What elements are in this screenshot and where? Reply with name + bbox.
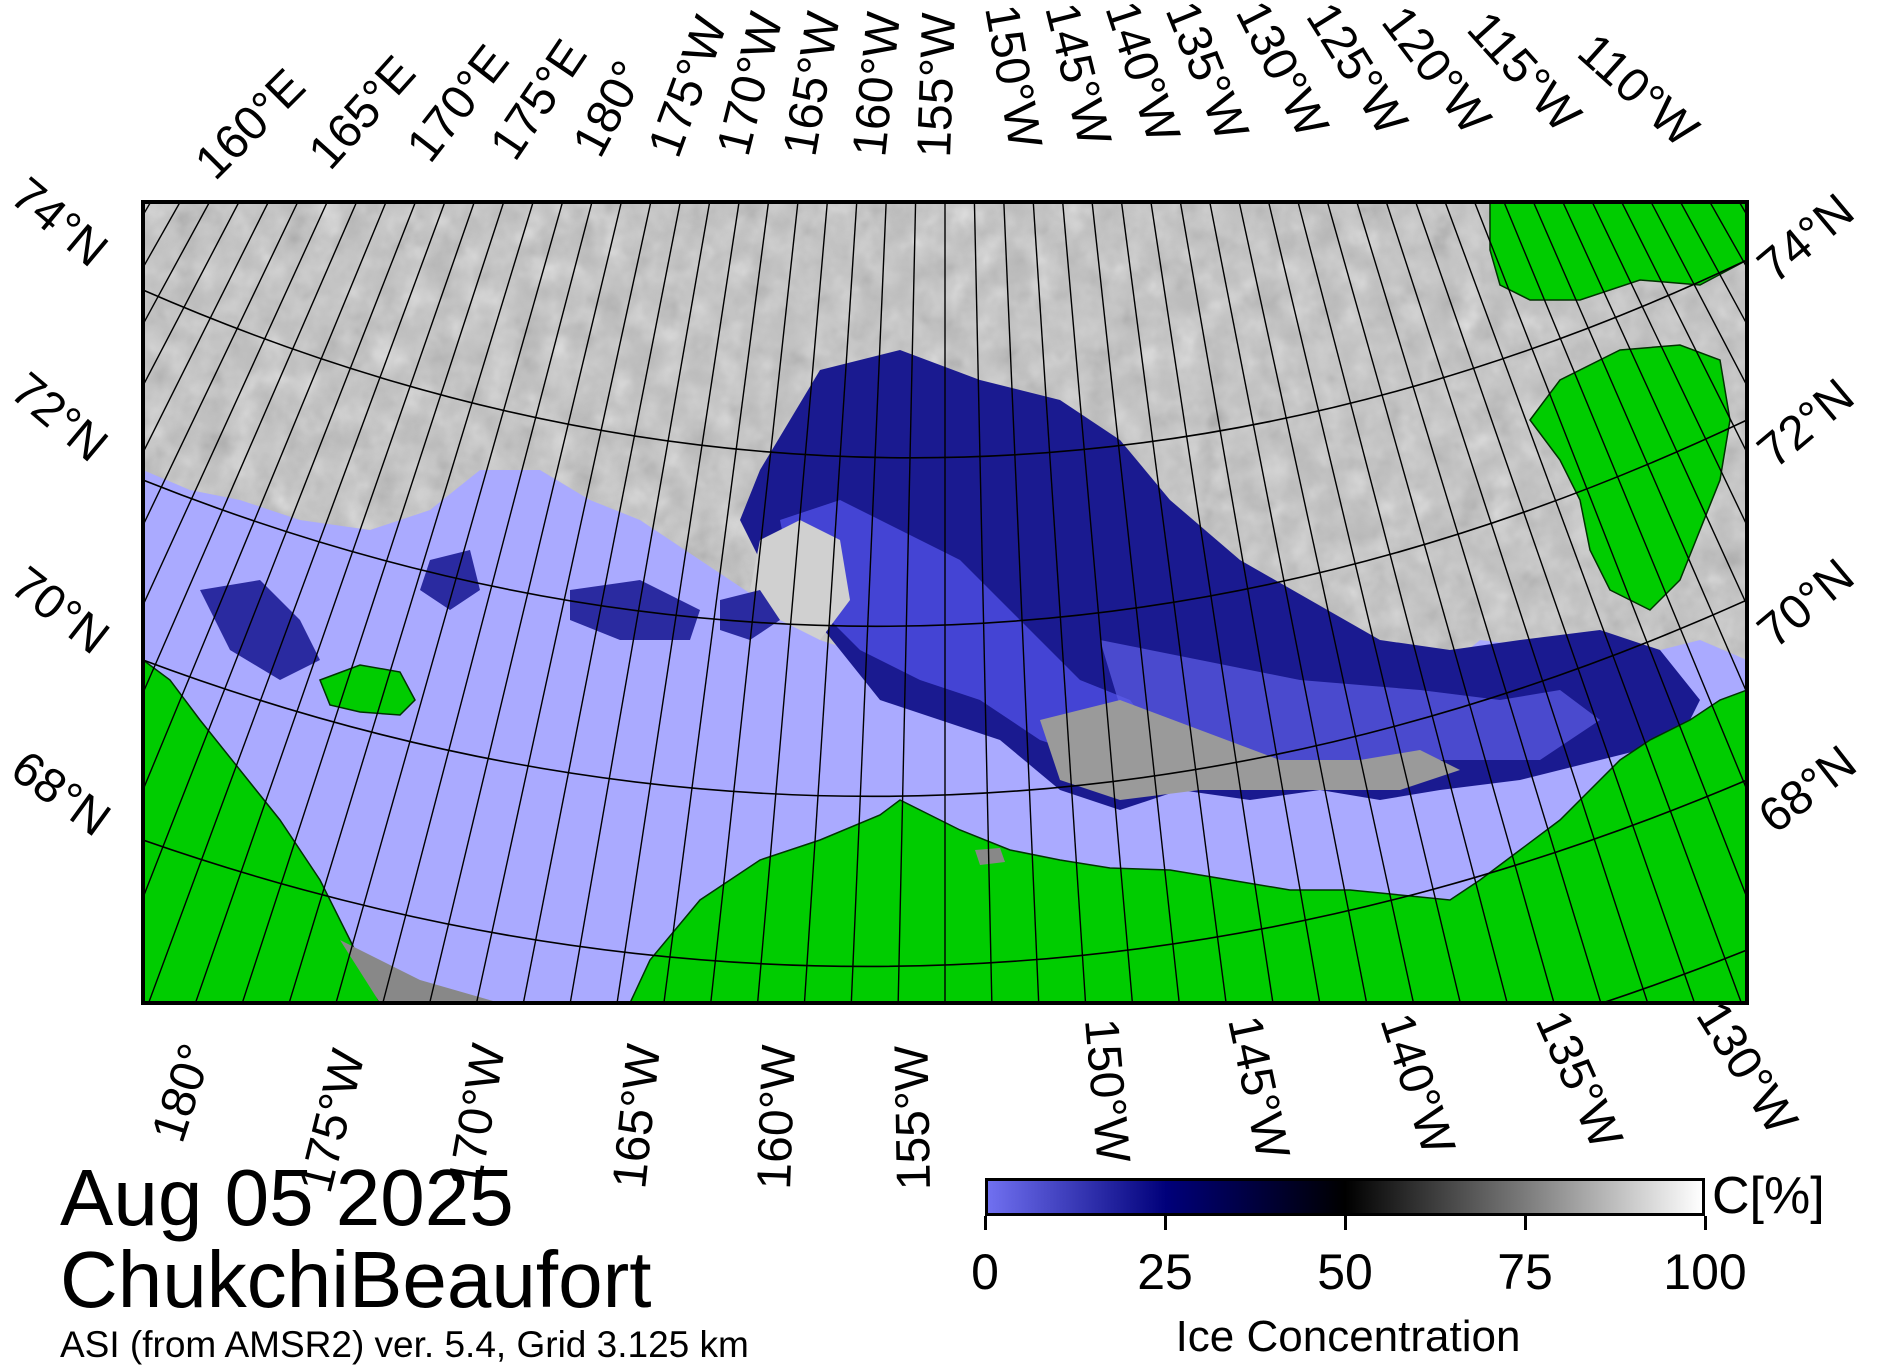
map-border xyxy=(141,200,1749,1005)
bottom-lon-label: 150°W xyxy=(1074,1016,1139,1165)
meridian-line xyxy=(1473,202,1747,900)
meridian-line xyxy=(143,202,299,527)
left-lat-label: 70°N xyxy=(1,557,118,665)
meridian-line xyxy=(143,202,358,695)
region-label: ChukchiBeaufort xyxy=(60,1235,652,1324)
left-lat-label: 72°N xyxy=(1,363,117,473)
no-data-region xyxy=(340,848,1005,1003)
meridian-line xyxy=(1620,202,1747,455)
meridian-line xyxy=(1444,202,1743,1003)
bottom-lon-label: 180° xyxy=(142,1038,223,1149)
top-lon-label: 160°E xyxy=(185,59,315,189)
meridian-line xyxy=(710,202,799,1003)
top-lon-label: 110°W xyxy=(1568,24,1709,158)
land xyxy=(143,202,1747,1003)
date-label: Aug 05 2025 xyxy=(60,1153,514,1242)
meridian-line xyxy=(143,202,328,607)
meridian-line xyxy=(335,202,564,1003)
meridian-line xyxy=(756,202,829,1003)
meridian-line xyxy=(973,202,993,1003)
top-lon-label: 155°W xyxy=(908,11,966,158)
meridian-line xyxy=(1356,202,1602,1003)
right-lat-label: 72°N xyxy=(1748,369,1864,479)
meridian-line xyxy=(1562,202,1747,607)
meridian-line xyxy=(1061,202,1134,1003)
meridian-line xyxy=(1032,202,1087,1003)
meridian-line xyxy=(1297,202,1508,1003)
colorbar-tick-label: 50 xyxy=(1317,1244,1373,1300)
top-longitude-labels: 160°E 165°E 170°E 175°E 180° 175°W 170°W… xyxy=(185,0,1708,190)
meridian-line xyxy=(897,202,917,1003)
top-lon-label: 165°E xyxy=(299,46,426,179)
meridian-line xyxy=(241,202,505,1003)
bottom-lon-label: 155°W xyxy=(885,1045,941,1191)
meridian-line xyxy=(1591,202,1747,527)
meridian-line xyxy=(1150,202,1274,1003)
left-lat-label: 74°N xyxy=(1,168,117,278)
meridian-line xyxy=(143,202,270,455)
colorbar-tick-label: 25 xyxy=(1137,1244,1193,1300)
meridian-line xyxy=(522,202,681,1003)
colorbar-tick xyxy=(1523,1216,1527,1230)
alaska-land xyxy=(629,689,1747,1003)
banks-island xyxy=(1529,344,1731,611)
meridian-line xyxy=(1179,202,1321,1003)
meridian-line xyxy=(1385,202,1649,1003)
top-lon-label: 160°W xyxy=(843,9,911,159)
colorbar-tick-label: 75 xyxy=(1497,1244,1553,1300)
meridian-line xyxy=(1003,202,1040,1003)
colorbar-unit: C[%] xyxy=(1712,1167,1825,1225)
meridian-line xyxy=(616,202,740,1003)
meridian-line xyxy=(1120,202,1227,1003)
colorbar-tick xyxy=(983,1216,987,1230)
bottom-lon-label: 145°W xyxy=(1217,1011,1299,1164)
colorbar-tick xyxy=(1163,1216,1167,1230)
meridian-line xyxy=(475,202,652,1003)
meridian-line xyxy=(143,202,417,900)
meridian-line xyxy=(569,202,711,1003)
meridian-line xyxy=(663,202,770,1003)
meridian-line xyxy=(288,202,534,1003)
wrangel-island xyxy=(319,664,416,716)
meridian-line xyxy=(1091,202,1180,1003)
left-latitude-labels: 74°N 72°N 70°N 68°N xyxy=(1,168,120,847)
bottom-lon-label: 140°W xyxy=(1370,1007,1465,1162)
right-lat-label: 74°N xyxy=(1748,184,1864,294)
meridian-line xyxy=(850,202,887,1003)
right-lat-label: 68°N xyxy=(1749,736,1866,844)
colorbar-tick xyxy=(1343,1216,1347,1230)
bottom-lon-label: 160°W xyxy=(748,1043,806,1190)
meridian-line xyxy=(382,202,593,1003)
meridian-line xyxy=(1209,202,1368,1003)
ice-concentration-colorbar xyxy=(985,1178,1705,1216)
meridian-line xyxy=(194,202,475,1003)
meridian-line xyxy=(1267,202,1462,1003)
colorbar-tick-label: 0 xyxy=(971,1244,999,1300)
bottom-lon-label: 130°W xyxy=(1686,993,1808,1144)
bottom-lon-label: 165°W xyxy=(603,1041,671,1191)
meridian-line xyxy=(1415,202,1696,1003)
colorbar-title: Ice Concentration xyxy=(1175,1312,1521,1361)
left-lat-label: 68°N xyxy=(2,741,120,847)
meridian-line xyxy=(1532,202,1747,695)
meridian-line xyxy=(1326,202,1555,1003)
right-lat-label: 70°N xyxy=(1748,549,1864,659)
meridian-line xyxy=(147,202,446,1003)
product-label: ASI (from AMSR2) ver. 5.4, Grid 3.125 km xyxy=(60,1324,749,1365)
northern-islands xyxy=(1489,202,1747,301)
colorbar-tick-label: 100 xyxy=(1663,1244,1747,1300)
meridian-line xyxy=(428,202,623,1003)
right-latitude-labels: 74°N 72°N 70°N 68°N xyxy=(1748,184,1866,844)
bottom-lon-label: 135°W xyxy=(1525,1003,1633,1157)
meridian-line xyxy=(803,202,858,1003)
meridian-line xyxy=(1238,202,1415,1003)
colorbar-tick xyxy=(1703,1216,1707,1230)
